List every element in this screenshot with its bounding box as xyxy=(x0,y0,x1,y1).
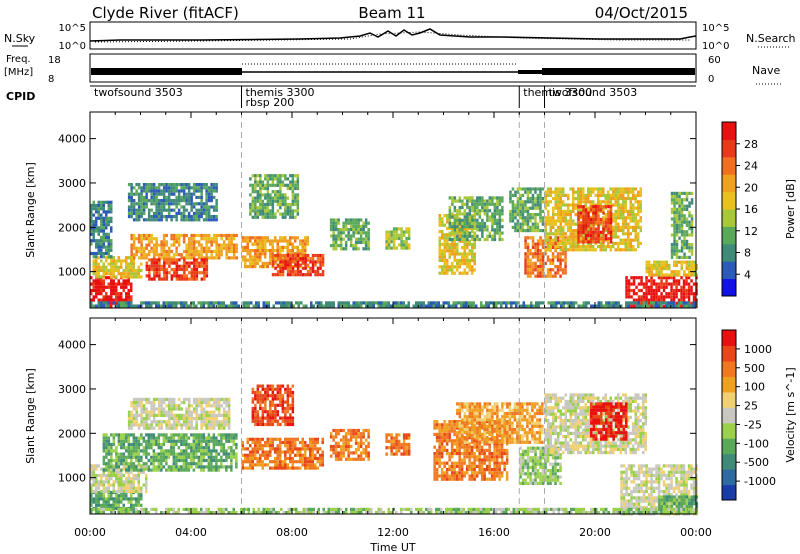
data-region xyxy=(130,233,238,260)
data-region xyxy=(544,393,647,455)
data-region xyxy=(241,437,324,470)
colorbar-tick-label: 12 xyxy=(744,225,758,238)
y-tick-label: 4000 xyxy=(58,133,86,146)
date-title: 04/Oct/2015 xyxy=(595,4,688,22)
data-region xyxy=(329,218,370,251)
data-region xyxy=(92,256,143,279)
data-region xyxy=(102,433,238,472)
time-axis-label: Time UT xyxy=(369,541,415,554)
cpid-label-text: rbsp 200 xyxy=(246,96,295,109)
freq-tick-bottom: 8 xyxy=(48,74,54,85)
data-region xyxy=(385,433,411,456)
station-title: Clyde River (fitACF) xyxy=(92,4,239,22)
noise-left-label: N.Sky xyxy=(4,32,36,45)
data-region xyxy=(577,205,613,244)
heatmap-panel-1: 1000 2000 3000 4000 Slant Range [km] 4 8 12 16 20… xyxy=(24,111,797,309)
cpid-label-text: themis 3300 xyxy=(246,86,315,99)
noise-left-tick-bottom: 10^0 xyxy=(59,41,86,52)
y-axis-label: Slant Range [km] xyxy=(24,162,37,258)
y-tick-label: 3000 xyxy=(58,177,86,190)
colorbar-2: 1000 500 100 25 -25 -100 -500 -1000 Velocity [m … xyxy=(721,329,797,501)
colorbar-tick-label: 16 xyxy=(744,203,758,216)
data-region xyxy=(456,402,544,444)
freq-tick-top: 18 xyxy=(48,55,61,66)
noise-search-trace xyxy=(94,31,690,43)
freq-band-3 xyxy=(542,68,695,75)
data-region xyxy=(90,301,698,308)
colorbar-tick-label: -25 xyxy=(744,418,762,431)
colorbar-label: Power [dB] xyxy=(784,179,797,239)
noise-left-tick-top: 10^5 xyxy=(59,23,86,34)
time-tick-label: 00:00 xyxy=(74,526,106,539)
cpid-label-text: twofsound 3503 xyxy=(549,86,638,99)
time-tick-label: 04:00 xyxy=(175,526,207,539)
data-region xyxy=(271,253,325,277)
frequency-panel: Freq. [MHz] 18 8 60 0 Nave xyxy=(4,53,782,85)
y-tick-label: 1000 xyxy=(58,472,86,485)
data-region xyxy=(127,397,231,430)
data-region xyxy=(519,446,562,485)
colorbar-tick-label: 28 xyxy=(744,138,758,151)
data-region xyxy=(645,260,698,277)
colorbar-tick-label: 24 xyxy=(744,160,758,173)
cpid-label-text: themis 3300 xyxy=(523,86,592,99)
noise-panel: N.Sky 10^5 10^0 10^5 10^0 N.Search xyxy=(4,21,796,52)
time-tick-label: 12:00 xyxy=(377,526,409,539)
y-axis-label: Slant Range [km] xyxy=(24,368,37,464)
data-region xyxy=(145,258,209,281)
y-tick-label: 4000 xyxy=(58,339,86,352)
colorbar-tick-label: 25 xyxy=(744,400,758,413)
y-tick-label: 2000 xyxy=(58,427,86,440)
colorbar-label: Velocity [m s^-1] xyxy=(784,367,797,462)
data-region xyxy=(329,428,370,461)
noise-right-tick-bottom: 10^0 xyxy=(702,41,729,52)
data-region xyxy=(249,174,300,219)
colorbar-tick-label: -1000 xyxy=(744,475,776,488)
cpid-label: CPID xyxy=(6,90,35,103)
time-tick-label: 16:00 xyxy=(478,526,510,539)
y-tick-label: 2000 xyxy=(58,221,86,234)
time-axis: 00:00 04:00 08:00 12:00 16:00 20:00 00:00 xyxy=(74,526,712,539)
data-region xyxy=(590,402,628,441)
colorbar-tick-label: 8 xyxy=(744,247,751,260)
time-tick-label: 08:00 xyxy=(276,526,308,539)
noise-right-tick-top: 10^5 xyxy=(702,23,729,34)
data-region xyxy=(90,507,698,515)
noise-trace xyxy=(89,28,697,42)
y-tick-label: 3000 xyxy=(58,383,86,396)
cpid-label-text: twofsound 3503 xyxy=(94,86,183,99)
colorbar-1: 4 8 12 16 20 24 28 Power [dB] xyxy=(721,121,797,297)
colorbar-tick-label: -500 xyxy=(744,456,769,469)
freq-band-2 xyxy=(518,70,542,74)
time-tick-label: 20:00 xyxy=(579,526,611,539)
nave-tick-top: 60 xyxy=(708,55,721,66)
freq-label: Freq. xyxy=(6,54,31,65)
colorbar-tick-label: 4 xyxy=(744,268,751,281)
freq-band-1 xyxy=(91,68,242,75)
beam-title: Beam 11 xyxy=(358,4,425,22)
data-region xyxy=(509,187,545,233)
data-region xyxy=(448,196,504,242)
data-region xyxy=(127,183,218,222)
colorbar-tick-label: 1000 xyxy=(744,343,772,356)
nave-label: Nave xyxy=(752,64,780,77)
data-region xyxy=(385,227,411,250)
noise-right-label: N.Search xyxy=(746,32,796,45)
data-region xyxy=(90,200,113,259)
nave-tick-bottom: 0 xyxy=(708,74,714,85)
data-region xyxy=(251,384,295,427)
colorbar-tick-label: -100 xyxy=(744,437,769,450)
data-region xyxy=(670,191,694,259)
freq-unit: [MHz] xyxy=(4,67,33,78)
time-tick-label: 00:00 xyxy=(680,526,712,539)
colorbar-tick-label: 100 xyxy=(744,381,765,394)
colorbar-tick-label: 20 xyxy=(744,181,758,194)
y-tick-label: 1000 xyxy=(58,266,86,279)
colorbar-tick-label: 500 xyxy=(744,362,765,375)
